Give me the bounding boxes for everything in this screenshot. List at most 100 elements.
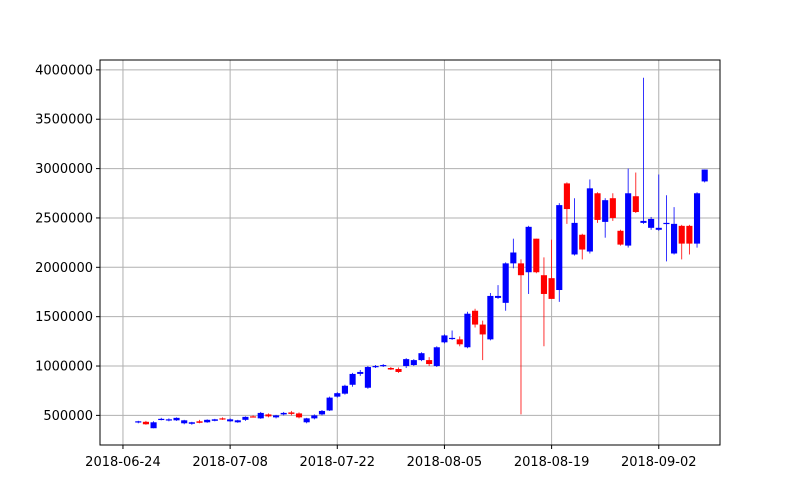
candle-body xyxy=(318,410,326,415)
candle xyxy=(188,421,195,425)
candle xyxy=(165,418,172,422)
candle-body xyxy=(456,339,463,345)
candle xyxy=(357,369,364,376)
candle-body xyxy=(449,337,456,340)
candle-body xyxy=(701,169,708,182)
candle xyxy=(686,224,693,255)
candle xyxy=(372,365,379,368)
candle xyxy=(556,203,563,302)
y-tick-label: 2500000 xyxy=(35,211,93,226)
y-tick-label: 2000000 xyxy=(35,261,93,276)
candle xyxy=(280,411,287,416)
candle-body xyxy=(640,220,647,223)
candle-body xyxy=(135,421,142,423)
candle-body xyxy=(341,385,348,394)
candle xyxy=(701,169,708,183)
candle xyxy=(579,233,586,260)
candle xyxy=(517,259,525,415)
candle xyxy=(410,359,417,367)
candle xyxy=(533,238,540,274)
x-axis: 2018-06-24 2018-07-08 2018-07-22 2018-08-05… xyxy=(85,445,697,470)
candle xyxy=(426,357,433,367)
candle-body xyxy=(663,222,670,225)
x-tick-label: 2018-08-19 xyxy=(514,455,590,470)
candle xyxy=(181,419,188,425)
candle xyxy=(449,330,456,340)
candle-body xyxy=(196,421,203,423)
candle xyxy=(663,195,670,262)
candle xyxy=(418,352,425,362)
candle-body xyxy=(181,420,188,424)
candle-body xyxy=(487,295,494,340)
candle xyxy=(594,192,601,223)
candle xyxy=(326,396,333,411)
candle-body xyxy=(242,416,249,420)
candle xyxy=(303,417,310,424)
candle-body xyxy=(556,205,563,291)
candle-body xyxy=(349,373,356,385)
candle xyxy=(135,420,142,424)
candle-body xyxy=(510,252,517,264)
candle xyxy=(441,334,448,344)
y-tick-label: 3000000 xyxy=(35,162,93,177)
candle xyxy=(295,412,303,419)
candle-body xyxy=(250,416,257,418)
candle-body xyxy=(395,368,402,372)
candle-body xyxy=(380,365,387,367)
candle-body xyxy=(334,393,341,397)
candle xyxy=(510,238,517,269)
candle-body xyxy=(617,230,624,245)
candle xyxy=(464,311,471,349)
candle xyxy=(234,419,241,423)
candle xyxy=(671,207,678,255)
candle xyxy=(380,364,387,368)
candle xyxy=(487,292,494,341)
candle xyxy=(142,420,149,425)
candle xyxy=(349,372,356,387)
x-tick-label: 2018-07-22 xyxy=(300,455,376,470)
candle-body xyxy=(579,234,586,250)
candle-body xyxy=(295,413,303,418)
candle xyxy=(334,392,341,398)
candle xyxy=(364,366,371,389)
candle xyxy=(196,419,203,424)
candle-body xyxy=(211,419,218,421)
candle xyxy=(693,192,701,248)
candle-body xyxy=(364,367,371,388)
candle-body xyxy=(533,238,540,273)
candle xyxy=(288,410,295,416)
candle-body xyxy=(418,353,425,361)
candle-body xyxy=(494,295,502,298)
candle xyxy=(472,308,479,328)
candle-body xyxy=(693,193,701,244)
candle-body xyxy=(410,360,417,366)
candle xyxy=(173,417,180,421)
candle xyxy=(548,239,555,299)
candle xyxy=(609,193,616,221)
candle-body xyxy=(387,368,394,370)
candle-body xyxy=(311,415,318,419)
candle-body xyxy=(173,417,180,421)
candle-body xyxy=(686,225,693,244)
candle-body xyxy=(142,421,149,425)
candle-body xyxy=(571,222,578,255)
candle xyxy=(265,413,272,418)
candle-body xyxy=(303,418,310,423)
candle xyxy=(617,229,624,246)
y-tick-label: 500000 xyxy=(43,409,93,424)
candle-body xyxy=(671,223,678,254)
candle-body xyxy=(678,225,685,244)
candle xyxy=(571,198,578,256)
candle-body xyxy=(257,412,264,419)
candle xyxy=(540,257,548,347)
candle xyxy=(586,179,593,254)
candle xyxy=(678,224,685,260)
candle xyxy=(563,182,570,224)
candle xyxy=(655,174,662,231)
candle-body xyxy=(609,198,616,218)
candle xyxy=(403,358,410,368)
candle xyxy=(311,414,318,420)
x-tick-label: 2018-07-08 xyxy=(192,455,268,470)
y-tick-label: 4000000 xyxy=(35,63,93,78)
